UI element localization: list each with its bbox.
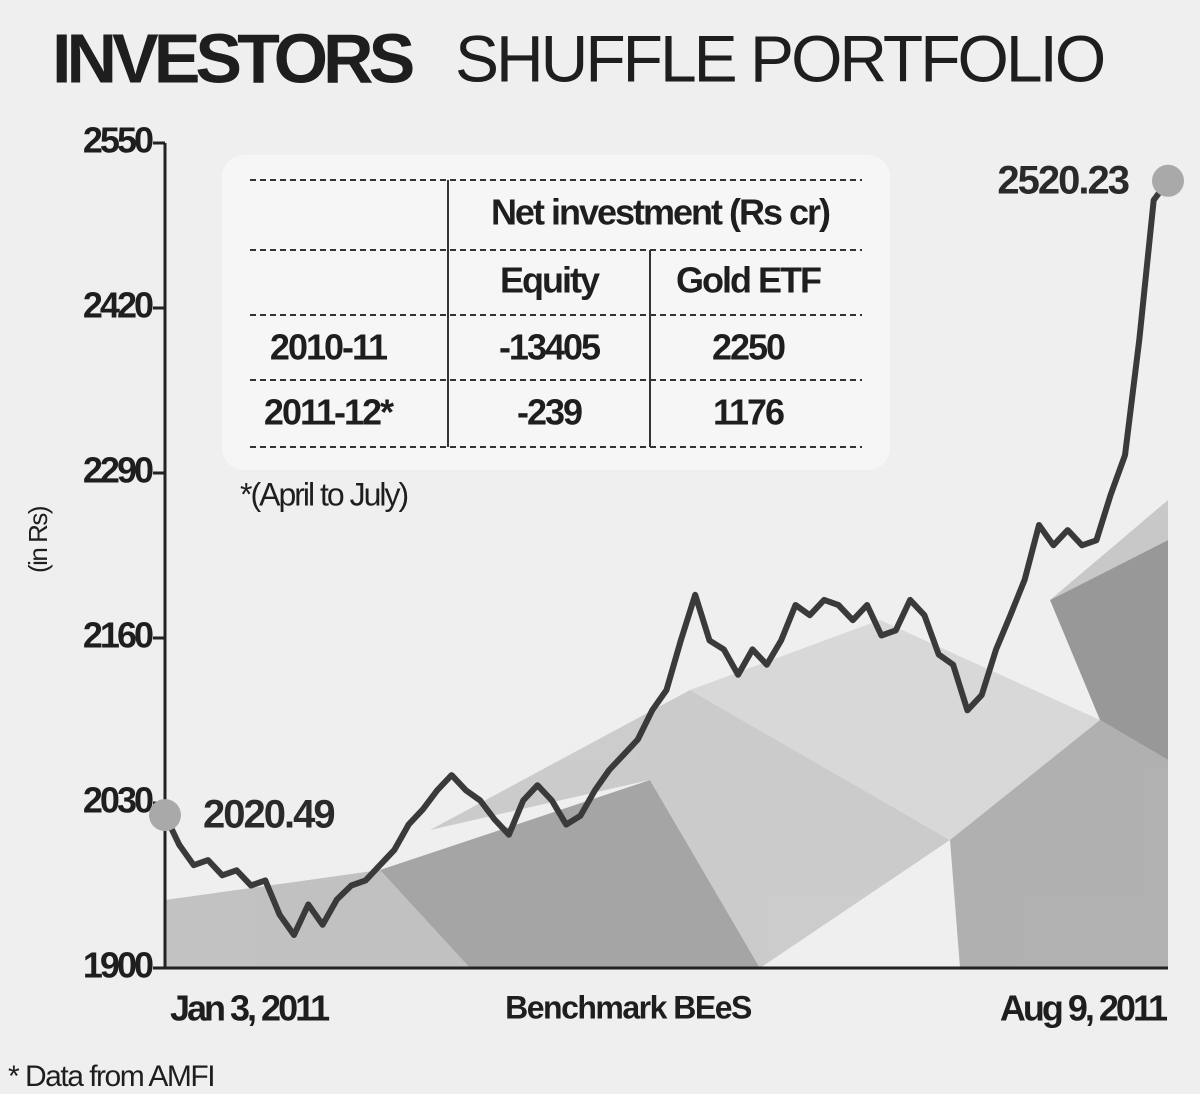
x-tick-label: Aug 9, 2011 [1000,988,1168,1029]
gold-bars-backdrop [165,500,1168,968]
table-row-label: 2011-12* [264,392,394,433]
y-tick-label: 2550 [83,120,153,161]
y-tick-label: 2290 [83,450,153,491]
y-tick-label: 2030 [83,780,153,821]
line-series [162,179,1171,938]
table-column: Equity [500,260,600,301]
table-box [222,155,890,470]
end-point [1152,164,1184,197]
y-axis-label: (in Rs) [23,506,53,573]
y-tick-label: 2160 [83,615,153,656]
table-cell: 2250 [712,327,785,368]
table-note: *(April to July) [240,476,408,512]
table-header: Net investment (Rs cr) [491,192,830,233]
y-tick-label: 2420 [83,285,153,326]
table-row-label: 2010-11 [270,327,388,368]
table-cell: 1176 [713,392,784,433]
chart-title: INVESTORS [52,19,413,97]
x-tick-label: Jan 3, 2011 [170,988,330,1029]
chart-subtitle: SHUFFLE PORTFOLIO [455,21,1104,95]
table-cell: -239 [517,392,582,433]
x-axis-label: Benchmark BEeS [505,989,752,1025]
footnote: * Data from AMFI [8,1060,214,1093]
inset-table: Net investment (Rs cr) Equity Gold ETF 2… [222,155,890,470]
table-column: Gold ETF [676,260,821,301]
value-label: 2520.23 [997,158,1128,202]
table-cell: -13405 [499,327,601,368]
end-point [149,799,181,832]
y-tick-label: 1900 [83,945,153,986]
value-label: 2020.49 [203,793,334,837]
